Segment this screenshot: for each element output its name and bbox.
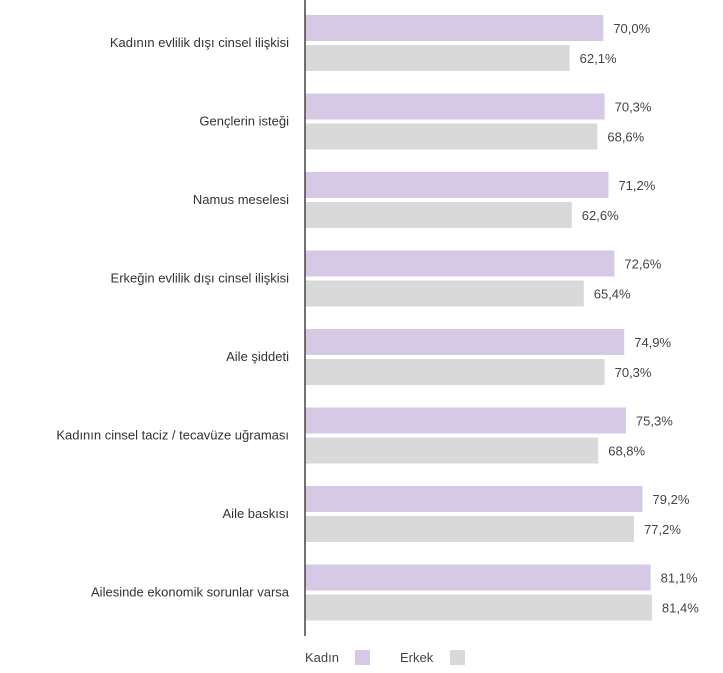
bar-kadin xyxy=(305,172,609,198)
value-label: 65,4% xyxy=(594,287,631,302)
value-label: 62,6% xyxy=(582,208,619,223)
bar-kadin xyxy=(305,564,651,591)
value-label: 70,3% xyxy=(615,365,652,380)
value-label: 70,0% xyxy=(613,21,650,36)
bar-erkek xyxy=(305,594,652,621)
legend-swatch-kadin xyxy=(355,650,370,665)
value-label: 70,3% xyxy=(615,100,652,115)
category-label: Erkeğin evlilik dışı cinsel ilişkisi xyxy=(111,271,290,286)
category-label: Namus meselesi xyxy=(193,192,289,207)
bar-kadin xyxy=(305,407,626,434)
legend-swatch-erkek xyxy=(450,650,465,665)
bar-erkek xyxy=(305,280,584,307)
bar-kadin xyxy=(305,329,625,355)
category-label: Kadının cinsel taciz / tecavüze uğraması xyxy=(56,428,289,443)
value-label: 79,2% xyxy=(653,492,690,507)
value-label: 62,1% xyxy=(580,51,617,66)
category-label: Gençlerin isteği xyxy=(199,114,289,129)
bar-erkek xyxy=(305,359,605,385)
category-label: Aile baskısı xyxy=(223,506,289,521)
bar-erkek xyxy=(305,437,599,464)
value-label: 81,4% xyxy=(662,601,699,616)
bar-kadin xyxy=(305,15,604,41)
bar-erkek xyxy=(305,123,598,150)
bar-kadin xyxy=(305,93,605,120)
legend: Kadın Erkek xyxy=(305,650,465,665)
value-label: 74,9% xyxy=(634,335,671,350)
bar-kadin xyxy=(305,486,643,512)
legend-label-erkek: Erkek xyxy=(400,650,434,665)
value-label: 71,2% xyxy=(618,178,655,193)
value-label: 68,6% xyxy=(607,130,644,145)
bar-erkek xyxy=(305,45,570,71)
category-label: Kadının evlilik dışı cinsel ilişkisi xyxy=(110,35,289,50)
bar-erkek xyxy=(305,516,635,542)
category-label: Ailesinde ekonomik sorunlar varsa xyxy=(91,585,290,600)
value-label: 72,6% xyxy=(624,257,661,272)
legend-label-kadin: Kadın xyxy=(305,650,339,665)
bars-layer xyxy=(305,15,652,621)
value-label: 77,2% xyxy=(644,522,681,537)
value-label: 75,3% xyxy=(636,414,673,429)
category-labels: Kadının evlilik dışı cinsel ilişkisi Genç… xyxy=(56,35,289,600)
bar-erkek xyxy=(305,202,572,228)
category-label: Aile şiddeti xyxy=(226,349,289,364)
value-label: 81,1% xyxy=(661,571,698,586)
bar-kadin xyxy=(305,250,615,277)
value-labels: 70,0% 62,1% 70,3% 68,6% 71,2% 62,6% 72,6% 65,4%… xyxy=(580,21,700,616)
value-label: 68,8% xyxy=(608,444,645,459)
